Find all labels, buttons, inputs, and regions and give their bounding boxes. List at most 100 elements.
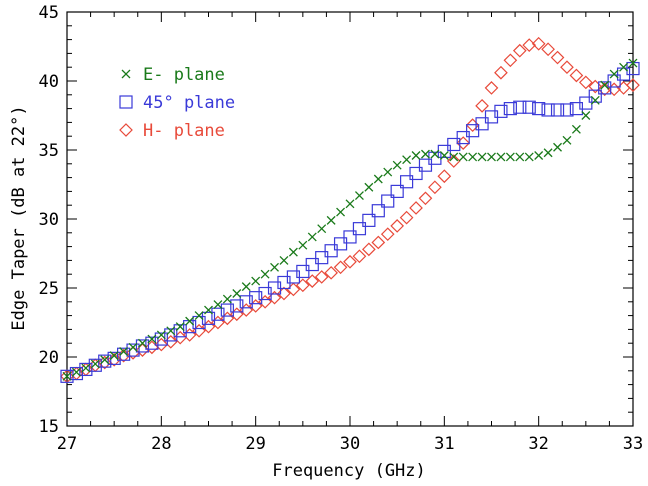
data-point-x bbox=[609, 69, 619, 79]
data-point-diamond bbox=[503, 53, 518, 68]
x-marker-stroke bbox=[524, 152, 534, 162]
data-point-square bbox=[598, 81, 612, 95]
data-point-diamond bbox=[399, 210, 414, 225]
data-point-square bbox=[164, 328, 178, 342]
series-diamond bbox=[60, 36, 640, 384]
x-tick-label: 30 bbox=[340, 434, 360, 454]
x-marker-stroke bbox=[609, 69, 619, 79]
x-marker-stroke bbox=[590, 95, 600, 105]
y-axis-title: Edge Taper (dB at 22°) bbox=[9, 105, 29, 330]
data-point-x bbox=[241, 282, 251, 292]
x-marker-stroke bbox=[270, 262, 279, 272]
legend-label: H- plane bbox=[143, 121, 225, 141]
data-point-x bbox=[71, 367, 81, 377]
data-point-diamond bbox=[531, 36, 546, 51]
legend-marker-x bbox=[121, 69, 131, 79]
data-point-x bbox=[411, 151, 421, 160]
data-point-diamond bbox=[475, 98, 489, 113]
data-point-x bbox=[505, 152, 515, 162]
data-point-x bbox=[317, 224, 327, 234]
x-marker-stroke bbox=[392, 160, 402, 170]
data-point-square bbox=[107, 351, 121, 365]
data-point-x bbox=[619, 62, 629, 72]
data-point-x bbox=[562, 135, 572, 145]
x-marker-stroke bbox=[100, 355, 110, 365]
data-point-diamond bbox=[324, 265, 338, 280]
x-marker-stroke bbox=[411, 151, 421, 160]
x-marker-stroke bbox=[121, 69, 131, 79]
data-point-square bbox=[560, 103, 574, 117]
y-tick-label: 30 bbox=[39, 210, 59, 230]
data-point-x bbox=[477, 152, 487, 162]
x-marker-stroke bbox=[326, 215, 336, 225]
data-point-square bbox=[588, 89, 602, 103]
data-point-square bbox=[522, 100, 536, 114]
data-point-square bbox=[475, 117, 489, 131]
data-point-diamond bbox=[409, 201, 423, 215]
data-point-square bbox=[541, 103, 555, 117]
series-x bbox=[62, 58, 638, 381]
x-tick-label: 27 bbox=[57, 434, 77, 454]
x-marker-stroke bbox=[619, 62, 629, 72]
data-point-square bbox=[390, 184, 404, 198]
tick-labels: 27 28 29 30 31 32 33 15 20 25 30 35 40 45 bbox=[39, 3, 644, 454]
data-point-x bbox=[487, 152, 496, 162]
x-marker-stroke bbox=[543, 148, 553, 158]
x-marker-stroke bbox=[477, 152, 487, 162]
x-marker-stroke bbox=[421, 149, 430, 159]
x-marker-stroke bbox=[383, 167, 393, 177]
data-point-square bbox=[126, 343, 140, 357]
x-marker-stroke bbox=[71, 367, 81, 377]
data-point-diamond bbox=[560, 60, 574, 75]
data-point-diamond bbox=[578, 75, 593, 90]
x-marker-stroke bbox=[298, 240, 308, 250]
x-marker-stroke bbox=[119, 347, 129, 356]
x-marker-stroke bbox=[81, 363, 91, 373]
data-point-x bbox=[590, 95, 600, 105]
x-marker-stroke bbox=[213, 300, 223, 310]
x-marker-stroke bbox=[600, 80, 610, 90]
x-marker-stroke bbox=[241, 282, 251, 292]
data-point-x bbox=[90, 359, 100, 369]
legend-marker-square bbox=[119, 95, 133, 109]
data-point-x bbox=[270, 262, 279, 272]
data-point-x bbox=[496, 152, 506, 162]
x-marker-stroke bbox=[166, 326, 176, 336]
x-marker-stroke bbox=[553, 142, 562, 152]
data-point-diamond bbox=[418, 191, 433, 206]
data-point-square bbox=[135, 339, 150, 353]
data-point-x bbox=[553, 142, 562, 152]
data-point-x bbox=[383, 167, 393, 177]
data-point-square bbox=[418, 158, 433, 172]
data-point-x bbox=[534, 151, 544, 160]
x-marker-stroke bbox=[204, 305, 213, 315]
x-marker-stroke bbox=[562, 135, 572, 145]
x-tick-label: 32 bbox=[528, 434, 548, 454]
x-tick-label: 28 bbox=[151, 434, 171, 454]
axes bbox=[66, 11, 634, 427]
x-marker-stroke bbox=[364, 182, 374, 192]
x-marker-stroke bbox=[534, 151, 544, 160]
data-point-x bbox=[392, 160, 402, 170]
x-marker-stroke bbox=[109, 351, 119, 361]
x-marker-stroke bbox=[185, 316, 195, 326]
data-point-x bbox=[166, 326, 176, 336]
data-point-x bbox=[336, 207, 346, 217]
data-point-square bbox=[116, 347, 131, 361]
x-marker-stroke bbox=[345, 199, 355, 209]
data-point-x bbox=[260, 269, 270, 279]
data-point-x bbox=[326, 215, 336, 225]
data-point-x bbox=[81, 363, 91, 373]
x-tick-label: 33 bbox=[623, 434, 643, 454]
data-point-x bbox=[402, 155, 412, 165]
data-point-x bbox=[175, 322, 185, 332]
data-point-square bbox=[145, 336, 159, 350]
data-point-diamond bbox=[446, 154, 461, 168]
x-marker-stroke bbox=[496, 152, 506, 162]
x-marker-stroke bbox=[430, 149, 440, 159]
data-point-square bbox=[381, 194, 395, 208]
x-marker-stroke bbox=[156, 330, 166, 340]
x-marker-stroke bbox=[138, 338, 147, 348]
y-tick-label: 20 bbox=[39, 348, 59, 368]
